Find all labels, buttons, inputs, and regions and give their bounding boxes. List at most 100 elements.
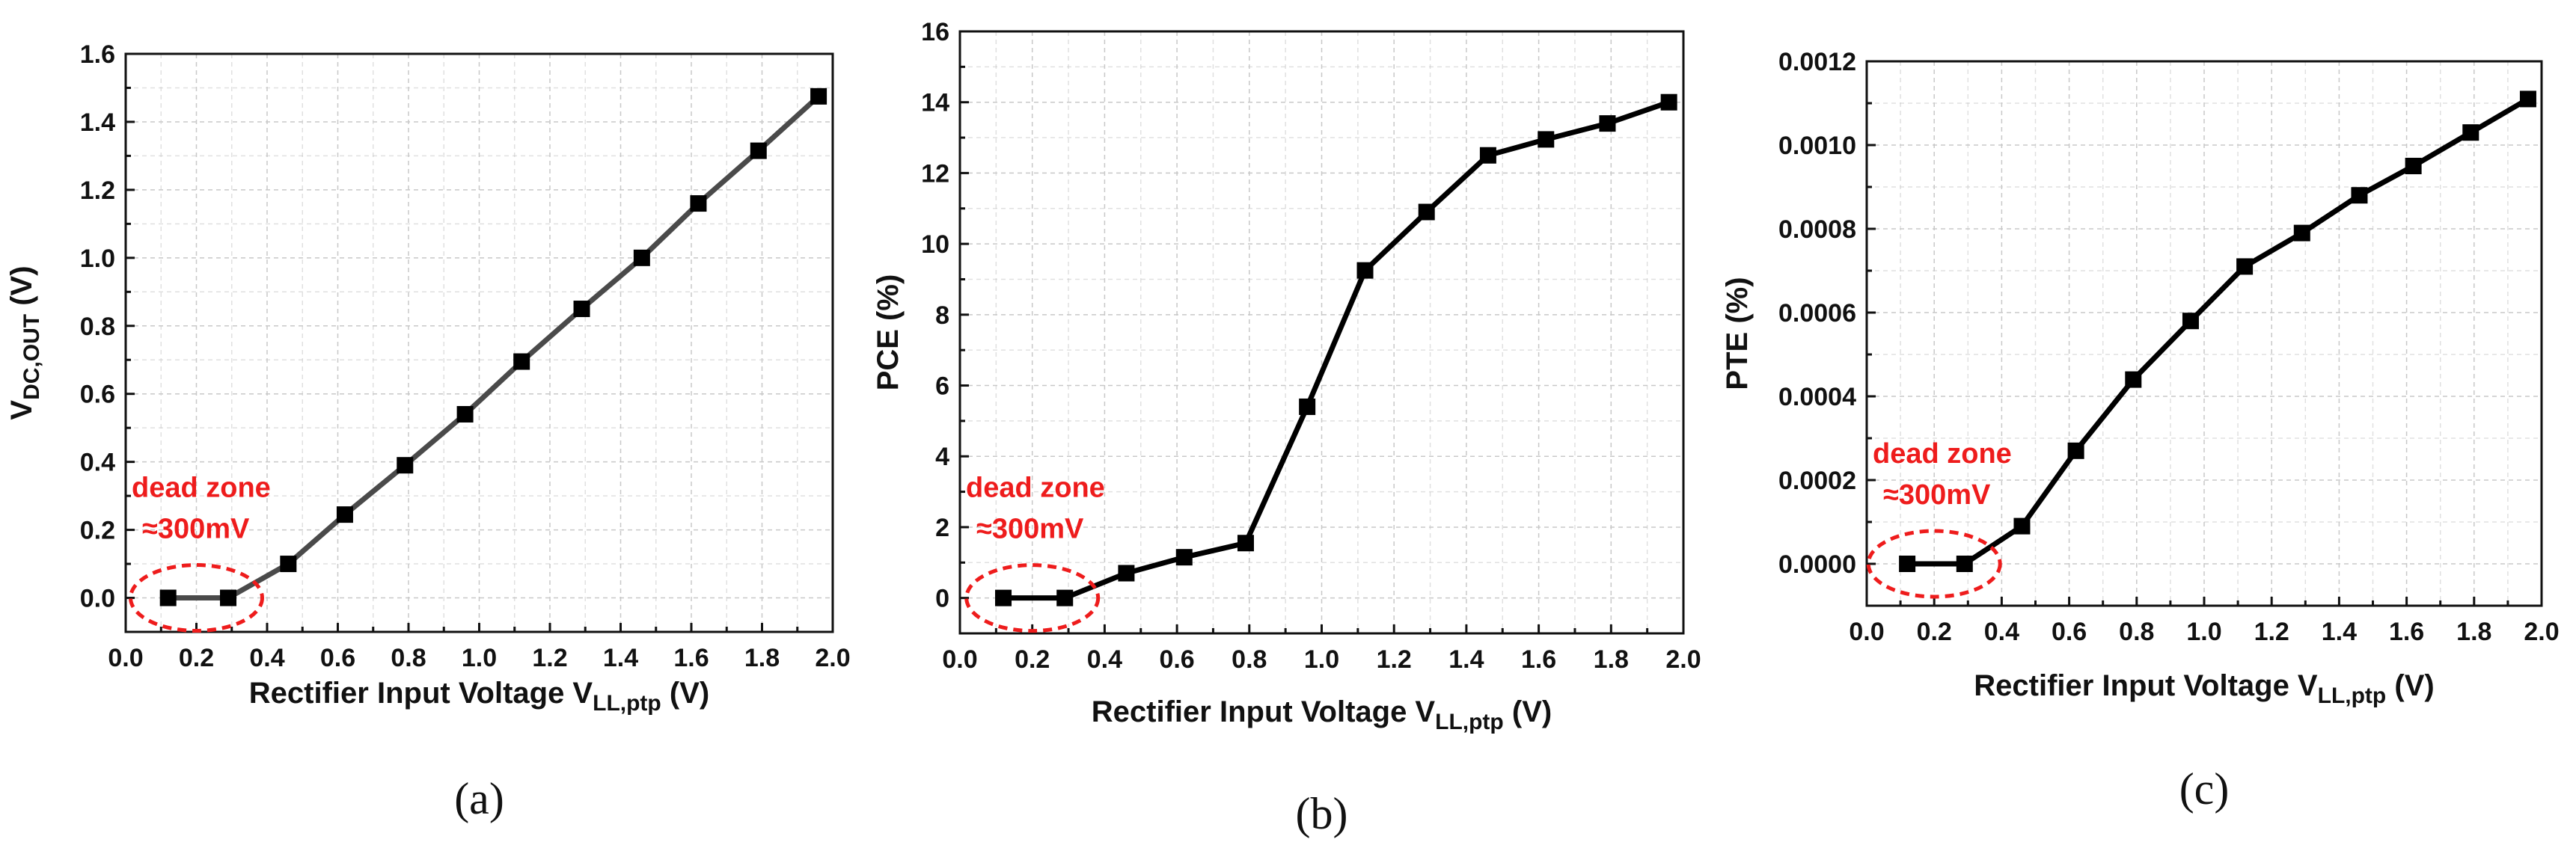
data-point-marker bbox=[1237, 535, 1254, 552]
data-point-marker bbox=[2236, 258, 2254, 275]
dead-zone-value-label: ≈300mV bbox=[1883, 479, 1991, 511]
y-tick-label: 10 bbox=[921, 230, 949, 259]
panel-label: (c) bbox=[2179, 764, 2230, 814]
y-tick-label: 14 bbox=[921, 89, 949, 117]
x-axis-title-subscript: LL,ptp bbox=[2318, 683, 2387, 708]
x-axis-title-subscript: LL,ptp bbox=[593, 691, 661, 716]
dead-zone-value-label: ≈300mV bbox=[976, 514, 1084, 545]
y-tick-label: 0.0010 bbox=[1778, 132, 1856, 160]
x-tick-label: 1.8 bbox=[1594, 645, 1629, 674]
grid-lines bbox=[1866, 61, 2542, 606]
y-axis-title-main: PTE (%) bbox=[1721, 277, 1754, 390]
x-tick-label: 1.8 bbox=[744, 644, 780, 672]
x-axis-title-subscript: LL,ptp bbox=[1435, 710, 1504, 734]
data-point-marker bbox=[2067, 442, 2084, 459]
data-point-marker bbox=[2405, 158, 2422, 174]
dead-zone-label: dead zone bbox=[966, 473, 1105, 504]
data-point-marker bbox=[1479, 147, 1496, 164]
data-point-marker bbox=[995, 589, 1012, 606]
chart-panel-2: 0.0 0.2 0.4 0.6 0.8 1.0 1.2 1.4 1.6 1.8 2.0 0 2 4 6 8 10… bbox=[872, 18, 1701, 838]
y-tick-label: 0.0000 bbox=[1778, 550, 1856, 579]
data-point-marker bbox=[513, 353, 530, 370]
series-line bbox=[1003, 99, 1670, 601]
data-point-marker bbox=[690, 195, 707, 212]
dead-zone-value-label: ≈300mV bbox=[142, 514, 250, 545]
chart-panel-1: 0.0 0.2 0.4 0.6 0.8 1.0 1.2 1.4 1.6 1.8 2.0 0.0 0.2 0… bbox=[5, 40, 851, 823]
data-point-marker bbox=[159, 589, 177, 606]
x-tick-label: 0.4 bbox=[249, 644, 284, 672]
x-tick-label: 2.0 bbox=[1665, 645, 1701, 674]
data-point-marker bbox=[2293, 224, 2310, 242]
data-point-marker bbox=[1538, 131, 1555, 148]
x-tick-label: 1.4 bbox=[2322, 618, 2357, 646]
x-axis-title-unit: (V) bbox=[2386, 669, 2434, 702]
x-tick-label: 0.6 bbox=[320, 644, 355, 672]
y-axis-title: VDC,OUT (V) bbox=[5, 265, 44, 420]
x-tick-label: 0.8 bbox=[391, 644, 426, 672]
y-tick-label: 16 bbox=[921, 18, 949, 46]
x-tick-label: 1.0 bbox=[462, 644, 497, 672]
data-point-marker bbox=[1956, 556, 1973, 572]
x-tick-label: 1.4 bbox=[603, 644, 638, 672]
x-tick-label: 0.6 bbox=[1159, 645, 1194, 674]
dead-zone-label: dead zone bbox=[1873, 438, 2012, 470]
data-point-marker bbox=[1599, 115, 1616, 132]
data-point-marker bbox=[336, 506, 353, 523]
data-point-marker bbox=[2519, 90, 2536, 108]
data-point-marker bbox=[2013, 517, 2031, 535]
y-axis-title-main: PCE (%) bbox=[872, 274, 905, 391]
series-line bbox=[1907, 96, 2530, 567]
data-point-marker bbox=[2351, 187, 2368, 204]
y-tick-label: 0.4 bbox=[80, 449, 115, 477]
y-tick-label: 1.2 bbox=[80, 176, 115, 205]
x-tick-label: 0.2 bbox=[1917, 618, 1952, 646]
chart-panel-3: 0.0 0.2 0.4 0.6 0.8 1.0 1.2 1.4 1.6 1.8 2.0 0.0000 0… bbox=[1721, 48, 2560, 814]
y-axis-title: PCE (%) bbox=[872, 274, 905, 391]
x-axis-title-main: Rectifier Input Voltage V bbox=[1974, 669, 2318, 702]
grid-lines bbox=[125, 53, 833, 632]
x-tick-label: 1.0 bbox=[2186, 618, 2221, 646]
x-tick-label: 1.0 bbox=[1304, 645, 1339, 674]
x-tick-label: 0.4 bbox=[1984, 618, 2019, 646]
axis-ticks: 0.0 0.2 0.4 0.6 0.8 1.0 1.2 1.4 1.6 1.8 2.0 0.0000 0… bbox=[1778, 48, 2560, 646]
data-point-marker bbox=[810, 87, 827, 105]
data-point-marker bbox=[1118, 565, 1135, 582]
data-point-marker bbox=[2125, 371, 2142, 388]
x-tick-label: 1.2 bbox=[2254, 618, 2289, 646]
data-point-marker bbox=[1175, 549, 1193, 566]
x-tick-label: 1.6 bbox=[2389, 618, 2424, 646]
x-tick-label: 0.8 bbox=[2119, 618, 2154, 646]
x-axis-title-unit: (V) bbox=[1504, 695, 1552, 728]
y-axis-title-subscript: DC,OUT bbox=[19, 314, 44, 400]
y-tick-label: 12 bbox=[921, 159, 949, 188]
y-tick-label: 0.0012 bbox=[1778, 48, 1856, 76]
y-tick-label: 0 bbox=[935, 585, 949, 613]
series-line bbox=[168, 94, 821, 601]
y-tick-label: 6 bbox=[935, 372, 949, 401]
data-point-marker bbox=[750, 142, 767, 159]
y-tick-label: 0.8 bbox=[80, 313, 115, 341]
y-tick-label: 2 bbox=[935, 514, 949, 542]
data-point-marker bbox=[456, 405, 474, 423]
y-tick-label: 1.4 bbox=[80, 108, 115, 137]
y-axis-title-unit: (V) bbox=[5, 265, 38, 313]
dead-zone-ellipse bbox=[964, 563, 1101, 633]
axis-ticks: 0.0 0.2 0.4 0.6 0.8 1.0 1.2 1.4 1.6 1.8 2.0 0 2 4 6 8 10… bbox=[921, 18, 1701, 674]
x-axis-title-main: Rectifier Input Voltage V bbox=[249, 677, 593, 710]
y-tick-label: 0.0 bbox=[80, 585, 115, 613]
y-axis-title-main: V bbox=[5, 400, 38, 420]
x-tick-label: 0.0 bbox=[942, 645, 977, 674]
dead-zone-label: dead zone bbox=[132, 473, 271, 504]
y-tick-label: 0.0008 bbox=[1778, 215, 1856, 244]
data-point-marker bbox=[633, 249, 650, 266]
data-point-marker bbox=[2182, 313, 2199, 330]
y-axis-title: PTE (%) bbox=[1721, 277, 1754, 390]
data-point-marker bbox=[1899, 556, 1916, 572]
x-tick-label: 0.2 bbox=[179, 644, 214, 672]
dead-zone-ellipse bbox=[1866, 529, 2002, 599]
x-tick-label: 0.0 bbox=[1849, 618, 1884, 646]
x-tick-label: 2.0 bbox=[2524, 618, 2559, 646]
x-axis-title: Rectifier Input Voltage VLL,ptp (V) bbox=[1974, 669, 2434, 708]
x-tick-label: 0.0 bbox=[108, 644, 143, 672]
